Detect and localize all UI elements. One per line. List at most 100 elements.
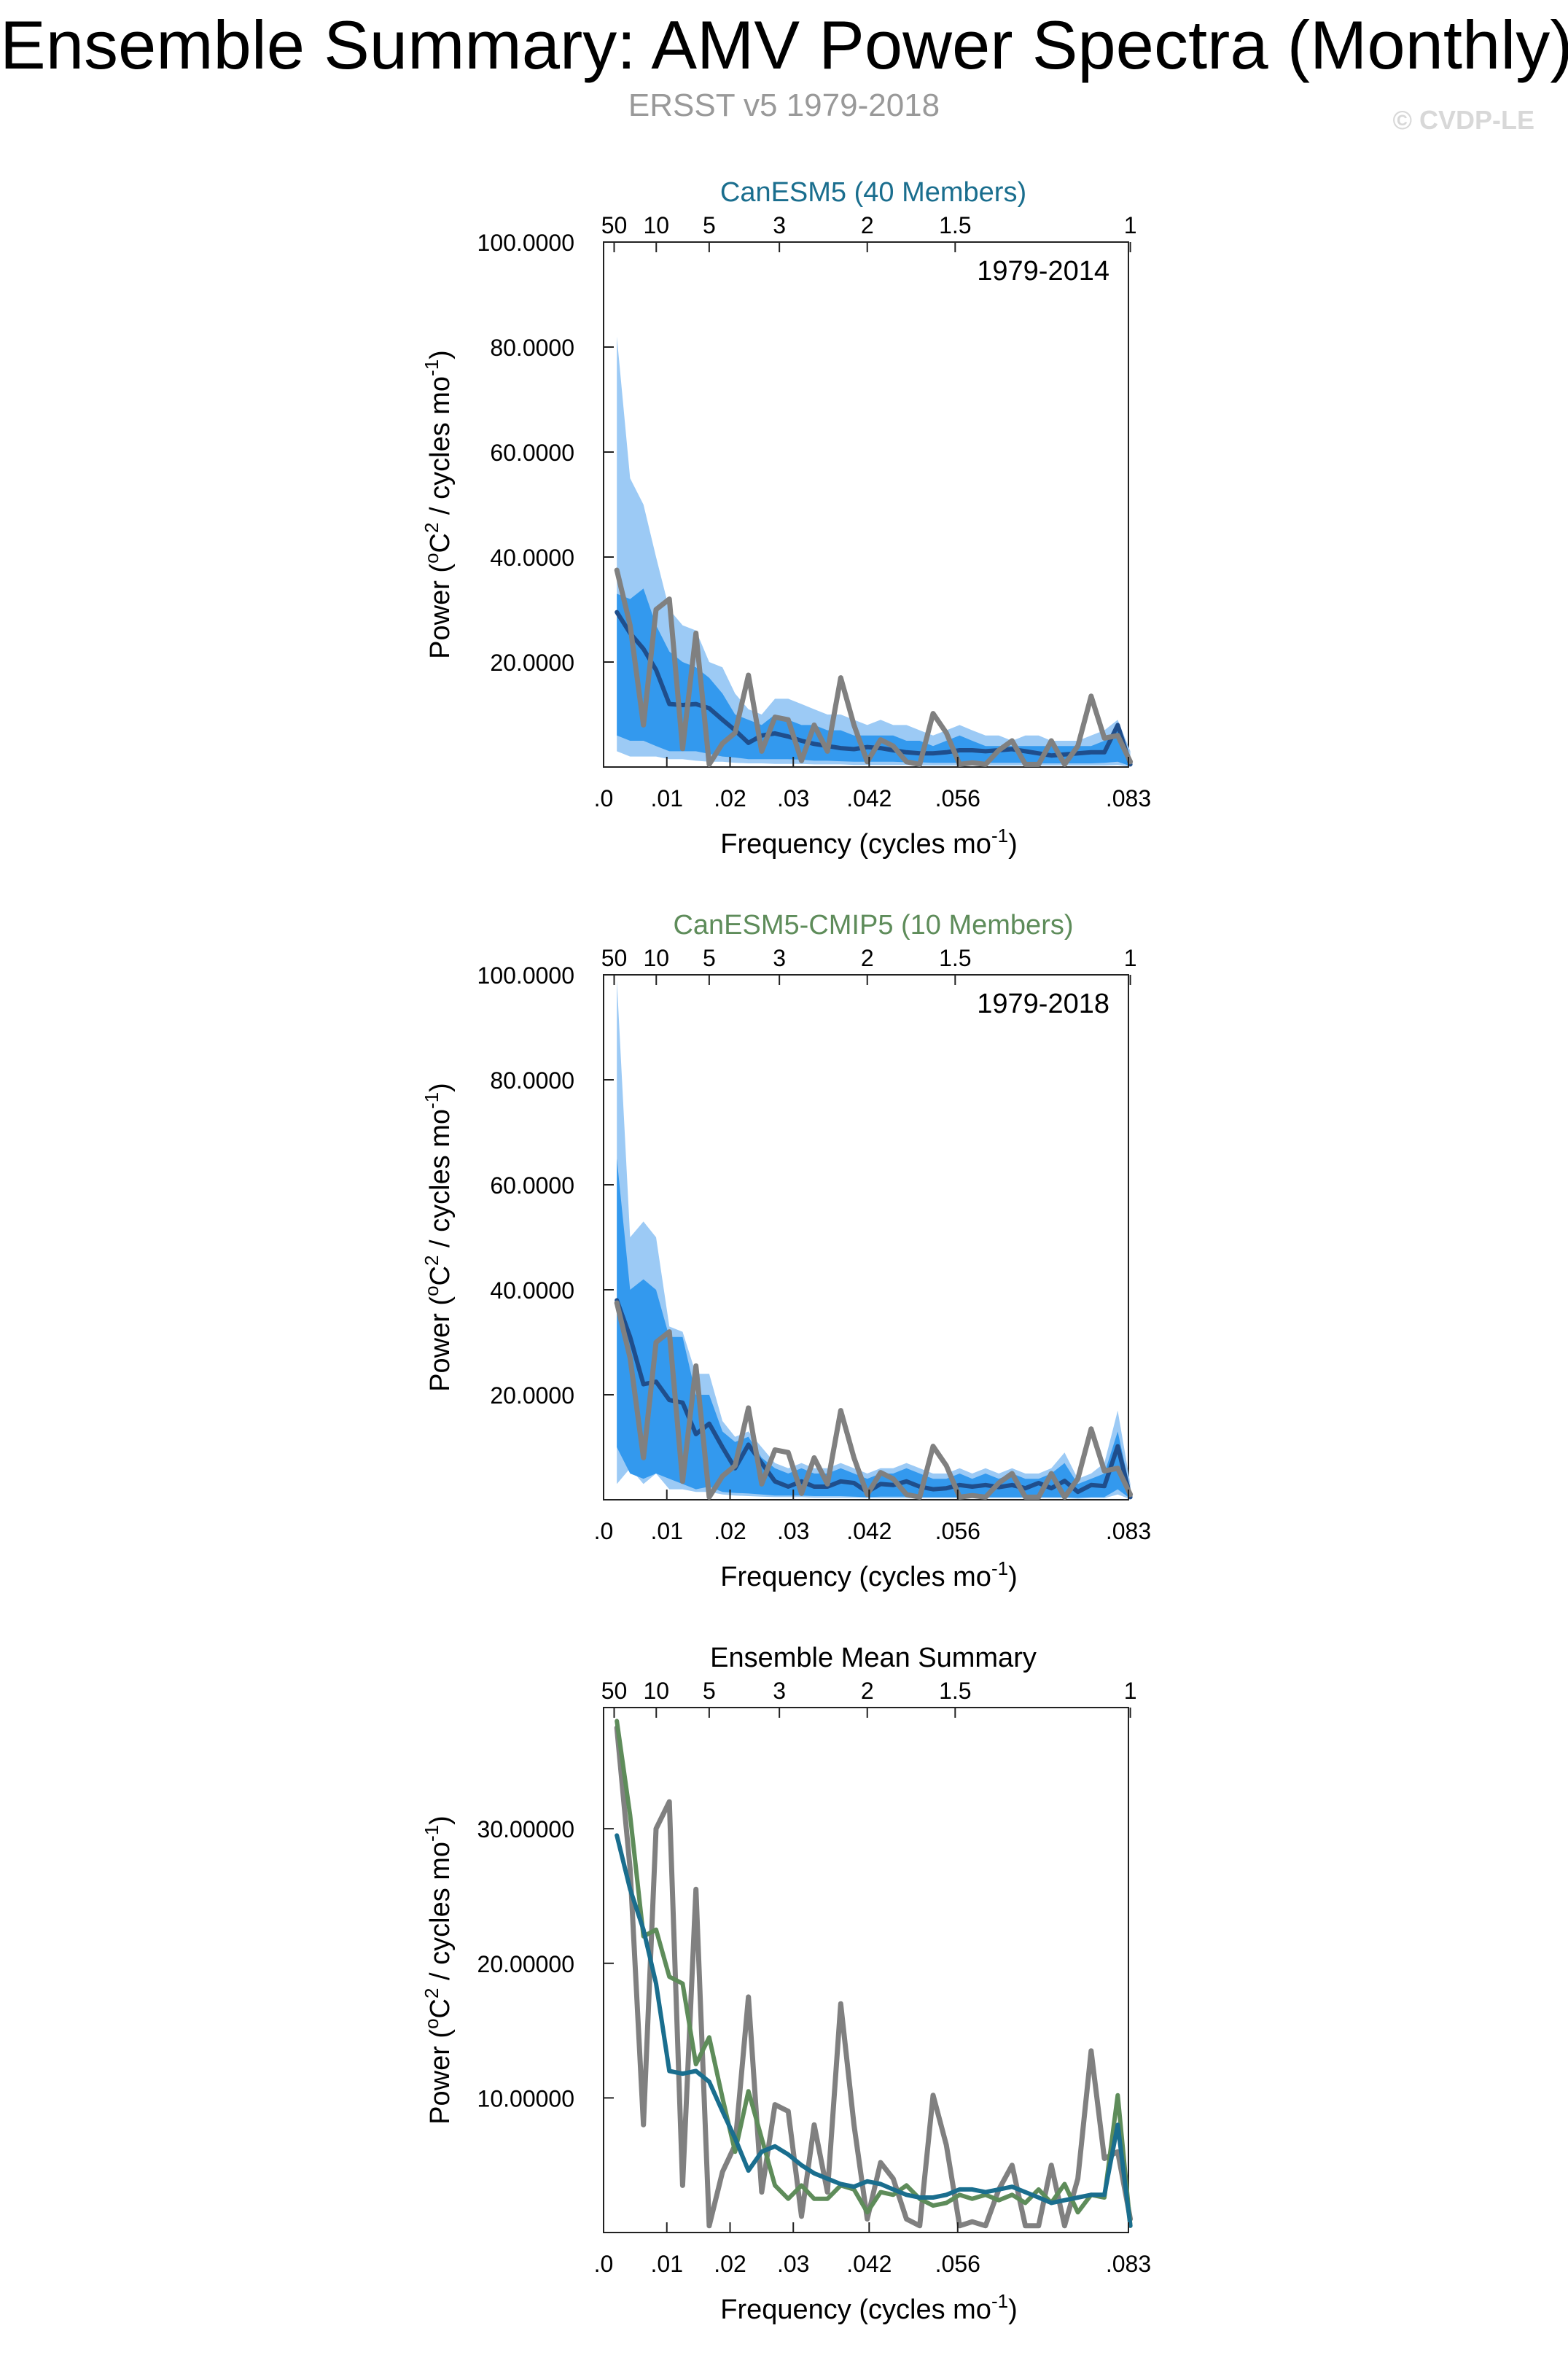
y-tick-label: 20.00000 — [477, 1951, 574, 1977]
canesm5-mean-line — [615, 1833, 1133, 2228]
top-tick-label: 1 — [1124, 1678, 1137, 1704]
top-tick-label: 1 — [1124, 945, 1137, 971]
x-tick-label: .0 — [594, 1518, 614, 1544]
obs-ersst-line — [614, 567, 1134, 767]
x-axis-label-text: Frequency (cycles mo — [720, 2294, 991, 2325]
y-tick-label: 100.0000 — [477, 230, 574, 256]
watermark: © CVDP-LE — [1392, 105, 1534, 135]
period-label: 1979-2014 — [977, 256, 1109, 287]
plot-frame — [603, 241, 1129, 768]
x-tick-label: .0 — [594, 2251, 614, 2277]
x-axis-label-text: Frequency (cycles mo — [720, 829, 991, 860]
x-tick-label: .0 — [594, 785, 614, 811]
y-tick-label: 80.0000 — [490, 1067, 574, 1094]
page-subtitle: ERSST v5 1979-2018 — [628, 87, 940, 123]
top-tick-label: 2 — [861, 945, 874, 971]
top-tick-label: 10 — [643, 1678, 669, 1704]
x-axis-label-close: ) — [1008, 1562, 1018, 1592]
y-axis-label-close: ) — [425, 350, 456, 359]
y-tick-label: 20.0000 — [490, 1382, 574, 1409]
chart-ensemble-mean-summary: 10.00000 20.00000 30.00000 .0 .01 .02 .03 .042.… — [421, 1643, 1151, 2325]
y-axis-label-sup-o: o — [421, 2018, 442, 2028]
top-tick-label: 3 — [773, 212, 786, 238]
y-axis-label: Power (oC2 / cycles mo-1) — [421, 1815, 456, 2125]
x-tick-label: .02 — [714, 1518, 746, 1544]
y-axis-label: Power (oC2 / cycles mo-1) — [421, 350, 456, 659]
x-tick-label: .083 — [1106, 2251, 1151, 2277]
top-tick-label: 1 — [1124, 212, 1137, 238]
x-tick-label: .03 — [777, 785, 809, 811]
y-axis-label-sup-m1: -1 — [421, 359, 442, 376]
top-tick-label: 3 — [773, 945, 786, 971]
top-tick-label: 5 — [703, 945, 716, 971]
inner-spread-band — [617, 1159, 1131, 1499]
y-axis-label-unit: C — [425, 533, 456, 553]
y-axis-label-per: / cycles mo — [425, 376, 456, 523]
y-axis-label-sup-m1: -1 — [421, 1092, 442, 1109]
x-tick-label: .042 — [846, 1518, 892, 1544]
canesm5-cmip5-mean-line — [615, 1718, 1133, 2228]
x-tick-label: .056 — [935, 1518, 980, 1544]
y-tick-label: 60.0000 — [490, 1172, 574, 1199]
y-axis-label-sup-o: o — [421, 1285, 442, 1296]
x-tick-label: .01 — [651, 785, 683, 811]
x-axis-label-sup: -1 — [991, 1557, 1008, 1579]
plot-frame — [603, 974, 1129, 1500]
y-tick-label: 40.0000 — [490, 1277, 574, 1304]
chart-canesm5: 20.0000 40.0000 60.0000 80.0000 100.0000 .0 .0… — [421, 177, 1151, 860]
x-axis-label: Frequency (cycles mo-1) — [720, 825, 1017, 860]
x-axis-label-close: ) — [1008, 2294, 1018, 2325]
obs-ersst-line — [614, 1725, 1134, 2229]
chart-title: CanESM5-CMIP5 (10 Members) — [673, 910, 1073, 941]
x-axis-label-close: ) — [1008, 829, 1018, 860]
y-axis-label-close: ) — [425, 1815, 456, 1825]
top-tick-label: 3 — [773, 1678, 786, 1704]
y-axis-label-unit: C — [425, 1998, 456, 2018]
top-tick-label: 2 — [861, 1678, 874, 1704]
page-title: Ensemble Summary: AMV Power Spectra (Mon… — [0, 7, 1568, 83]
x-tick-label: .01 — [651, 1518, 683, 1544]
chart-title: Ensemble Mean Summary — [710, 1643, 1037, 1673]
y-axis-label-text: Power ( — [425, 2029, 456, 2125]
y-axis-label-per: / cycles mo — [425, 1109, 456, 1256]
top-tick-label: 2 — [861, 212, 874, 238]
x-tick-label: .03 — [777, 1518, 809, 1544]
top-tick-label: 10 — [643, 212, 669, 238]
top-tick-label: 1.5 — [939, 1678, 971, 1704]
x-tick-label: .042 — [846, 2251, 892, 2277]
x-tick-label: .01 — [651, 2251, 683, 2277]
x-axis-label-sup: -1 — [991, 2290, 1008, 2312]
y-axis-label: Power (oC2 / cycles mo-1) — [421, 1083, 456, 1392]
y-tick-label: 10.00000 — [477, 2085, 574, 2111]
top-tick-label: 50 — [601, 212, 628, 238]
y-tick-label: 80.0000 — [490, 335, 574, 361]
chart-title: CanESM5 (40 Members) — [720, 177, 1026, 208]
obs-ersst-line — [614, 1300, 1134, 1500]
chart-canesm5-cmip5: 20.0000 40.0000 60.0000 80.0000 100.0000 .0 .0… — [421, 910, 1151, 1592]
top-tick-label: 50 — [601, 945, 628, 971]
y-tick-label: 20.0000 — [490, 650, 574, 676]
y-axis-label-text: Power ( — [425, 564, 456, 659]
x-tick-label: .056 — [935, 2251, 980, 2277]
y-axis-label-sup-2: 2 — [421, 1256, 442, 1266]
x-tick-label: .02 — [714, 785, 746, 811]
top-tick-label: 50 — [601, 1678, 628, 1704]
top-tick-label: 10 — [643, 945, 669, 971]
y-tick-label: 60.0000 — [490, 440, 574, 466]
y-axis-label-sup-2: 2 — [421, 1988, 442, 1998]
x-axis-label-sup: -1 — [991, 825, 1008, 846]
x-tick-label: .02 — [714, 2251, 746, 2277]
y-axis-label-sup-o: o — [421, 553, 442, 563]
y-tick-label: 30.00000 — [477, 1816, 574, 1842]
x-axis-label: Frequency (cycles mo-1) — [720, 2290, 1017, 2325]
top-tick-label: 5 — [703, 212, 716, 238]
y-axis-label-per: / cycles mo — [425, 1842, 456, 1988]
top-tick-label: 5 — [703, 1678, 716, 1704]
y-axis-label-sup-m1: -1 — [421, 1825, 442, 1842]
y-axis-label-unit: C — [425, 1266, 456, 1285]
top-tick-label: 1.5 — [939, 212, 971, 238]
y-tick-label: 40.0000 — [490, 545, 574, 571]
inner-spread-band — [617, 588, 1131, 766]
x-tick-label: .056 — [935, 785, 980, 811]
x-tick-label: .083 — [1106, 1518, 1151, 1544]
